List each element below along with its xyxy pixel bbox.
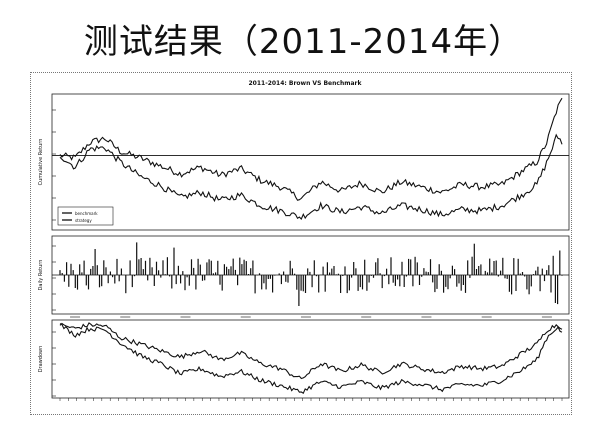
drawdown-layer: [52, 322, 563, 397]
drawdown-panel-frame: [51, 319, 570, 399]
drawdown-series-upper: [59, 322, 563, 380]
figure-frame: [30, 72, 572, 415]
cumulative-panel-frame: [51, 93, 570, 231]
daily-layer: [52, 242, 569, 311]
drawdown-series-lower: [59, 323, 563, 394]
slide-title: 测试结果（2011-2014年）: [83, 22, 524, 62]
legend-label-strategy: strategy: [75, 218, 92, 223]
drawdown-ylabel: Drawdown: [38, 346, 44, 373]
legend-label-benchmark: benchmark: [75, 211, 98, 216]
chart-legend: benchmark strategy: [57, 206, 114, 226]
cumulative-series-upper: [59, 97, 563, 201]
cumulative-series-lower: [59, 133, 563, 220]
chart-title: 2011-2014: Brown VS Benchmark: [249, 80, 363, 87]
cumulative-layer: [52, 97, 569, 221]
daily-ylabel: Daily Return: [38, 260, 44, 291]
cumulative-ylabel: Cumulative Return: [38, 139, 44, 186]
axis-layer: [59, 316, 563, 401]
